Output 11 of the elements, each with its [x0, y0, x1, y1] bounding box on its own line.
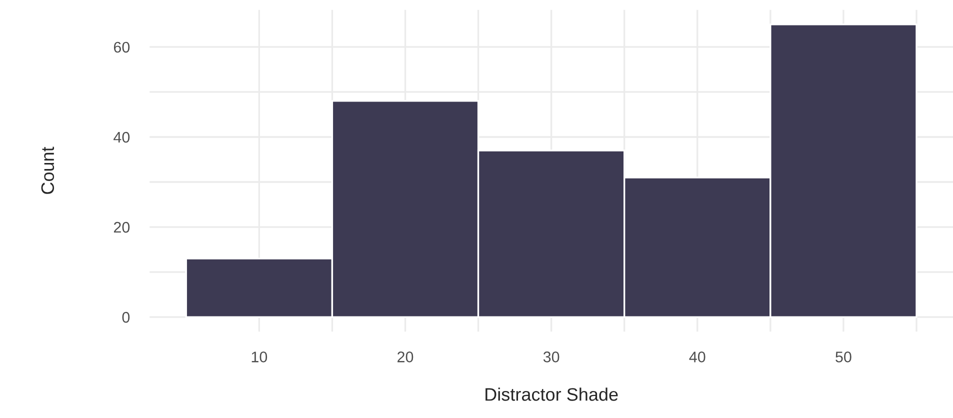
- x-axis-title: Distractor Shade: [486, 388, 618, 401]
- x-tick-label: 40: [689, 352, 706, 362]
- x-tick-label: 10: [252, 352, 268, 362]
- x-tick-label: 20: [398, 352, 414, 362]
- y-tick-label: 60: [114, 42, 130, 53]
- x-tick-label: 30: [543, 352, 560, 362]
- y-axis-title: Count: [41, 146, 54, 194]
- x-tick-label: 50: [836, 352, 852, 362]
- y-tick-label: 20: [114, 222, 130, 233]
- y-tick-label: 40: [114, 132, 130, 143]
- y-tick-label: 0: [122, 312, 130, 323]
